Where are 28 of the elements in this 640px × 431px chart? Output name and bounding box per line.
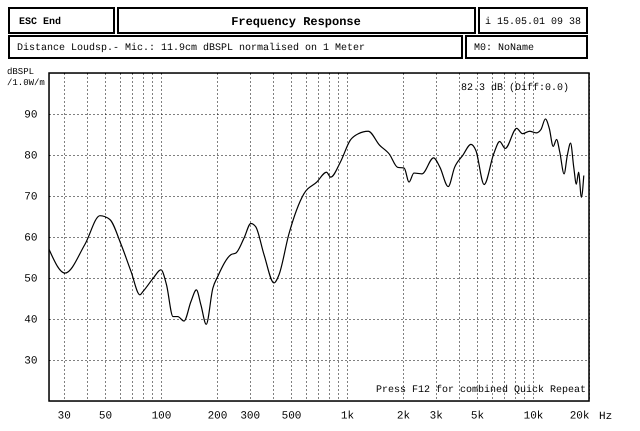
x-tick-label: 100 xyxy=(152,410,172,422)
text: Distance Loudsp.- Mic.: 11.9cm dBSPL normalised on 1 Meter xyxy=(17,42,366,54)
y-tick-label: 80 xyxy=(24,150,38,162)
y-tick-label: 50 xyxy=(24,274,38,286)
x-tick-label: 50 xyxy=(98,410,112,422)
annotation: 82.3 dB (Diff:0.0) xyxy=(460,82,569,94)
x-tick-label: 5k xyxy=(470,410,485,422)
x-tick-label: 200 xyxy=(208,410,228,422)
y-tick-label: 70 xyxy=(24,192,38,204)
x-tick-label: 30 xyxy=(58,410,71,422)
y-tick-label: 90 xyxy=(24,110,38,122)
x-tick-label: 20k xyxy=(570,410,590,422)
x-tick-label: 10k xyxy=(524,410,544,422)
x-tick-label: 1k xyxy=(340,410,354,422)
y-tick-label: 60 xyxy=(24,232,38,244)
text: ESC End xyxy=(19,16,62,28)
x-tick-label: 3k xyxy=(430,410,444,422)
y-tick-label: 40 xyxy=(24,314,38,326)
x-tick-label: 300 xyxy=(240,410,260,422)
y-axis-title: dBSPL /1.0W/m xyxy=(7,67,45,88)
annotation: Press F12 for combined Quick Repeat xyxy=(376,384,586,396)
x-axis-title: Hz xyxy=(599,411,612,423)
chart-title: Frequency Response xyxy=(231,15,361,29)
x-tick-label: 2k xyxy=(396,410,410,422)
text: i 15.05.01 09 38 xyxy=(484,16,581,28)
x-tick-label: 500 xyxy=(282,410,302,422)
y-tick-label: 30 xyxy=(24,356,38,368)
text: M0: NoName xyxy=(474,43,534,54)
